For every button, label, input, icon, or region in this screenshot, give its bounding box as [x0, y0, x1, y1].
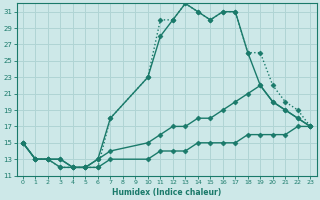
X-axis label: Humidex (Indice chaleur): Humidex (Indice chaleur) — [112, 188, 221, 197]
